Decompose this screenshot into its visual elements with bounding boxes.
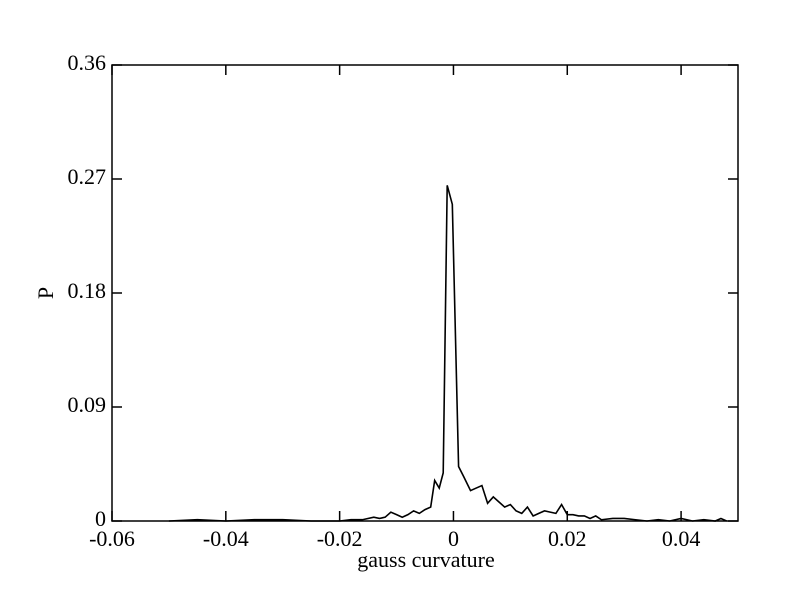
y-tick-label: 0: [95, 506, 106, 531]
y-axis-label: P: [33, 287, 58, 299]
x-tick-label: 0: [448, 526, 459, 551]
x-tick-label: 0.04: [662, 526, 701, 551]
y-tick-label: 0.27: [68, 164, 107, 189]
x-tick-label: -0.02: [317, 526, 363, 551]
x-axis-label: gauss curvature: [357, 547, 494, 572]
y-tick-label: 0.36: [68, 50, 107, 75]
y-tick-label: 0.09: [68, 392, 107, 417]
data-line: [168, 185, 727, 522]
plot-frame: [111, 64, 739, 522]
x-tick-label: -0.06: [89, 526, 135, 551]
x-tick-label: -0.04: [203, 526, 249, 551]
y-tick-label: 0.18: [68, 278, 107, 303]
x-tick-label: 0.02: [548, 526, 587, 551]
